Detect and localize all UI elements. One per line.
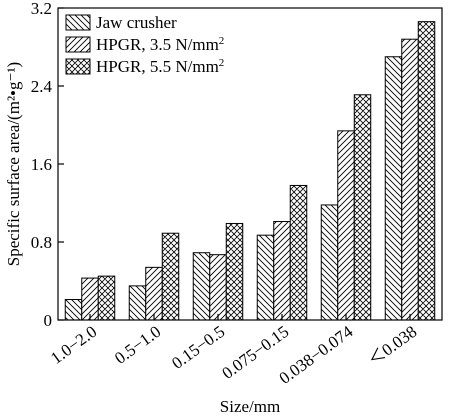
bar-2-3 <box>209 254 227 321</box>
bar-1-4 <box>256 234 275 321</box>
bar-1-1 <box>64 299 83 321</box>
bar-3-1 <box>97 275 116 321</box>
y-tick-label: 2.4 <box>31 77 53 96</box>
y-axis: 0 0.8 1.6 2.4 3.2 <box>31 0 64 330</box>
bar-3-4 <box>289 184 308 321</box>
bar-3-3 <box>225 222 244 321</box>
x-tick-label: ＜0.038 <box>364 322 420 370</box>
bar-1-3 <box>192 252 211 321</box>
y-tick-label: 3.2 <box>31 0 52 18</box>
x-tick-label: 0.15−0.5 <box>168 322 228 373</box>
bar-2-1 <box>81 277 99 321</box>
y-tick-label: 1.6 <box>31 155 52 174</box>
x-tick-label: 0.5−1.0 <box>111 322 164 368</box>
bar-3-2 <box>161 232 180 321</box>
legend-swatch-3 <box>65 58 91 75</box>
bar-1-5 <box>320 204 339 321</box>
legend: Jaw crusher HPGR, 3.5 N/mm2 HPGR, 5.5 N/mm… <box>65 13 224 76</box>
legend-swatch-2 <box>65 36 91 53</box>
x-axis: 1.0−2.0 0.5−1.0 0.15−0.50.075−0.150.038−0.… <box>47 314 420 388</box>
plot-area-frame <box>57 7 443 321</box>
legend-swatch-1 <box>65 14 91 31</box>
legend-label-3: HPGR, 5.5 N/mm2 <box>96 57 224 76</box>
bar-3-5 <box>353 94 372 321</box>
bar-1-6 <box>384 56 403 321</box>
y-axis-title: Specific surface area/(m²•g⁻¹) <box>4 62 23 266</box>
bar-1-2 <box>128 285 147 321</box>
bar-2-6 <box>401 38 419 321</box>
bar-2-5 <box>337 130 355 321</box>
legend-label-2: HPGR, 3.5 N/mm2 <box>96 35 224 54</box>
y-tick-label: 0.8 <box>31 233 52 252</box>
x-tick-label: 1.0−2.0 <box>47 322 100 368</box>
bar-3-6 <box>417 21 436 321</box>
legend-label-1: Jaw crusher <box>96 13 177 32</box>
bar-2-2 <box>145 266 163 321</box>
x-axis-title: Size/mm <box>220 397 280 416</box>
y-tick-label: 0 <box>44 311 53 330</box>
bars-group <box>64 21 436 321</box>
bar-2-4 <box>273 221 291 321</box>
